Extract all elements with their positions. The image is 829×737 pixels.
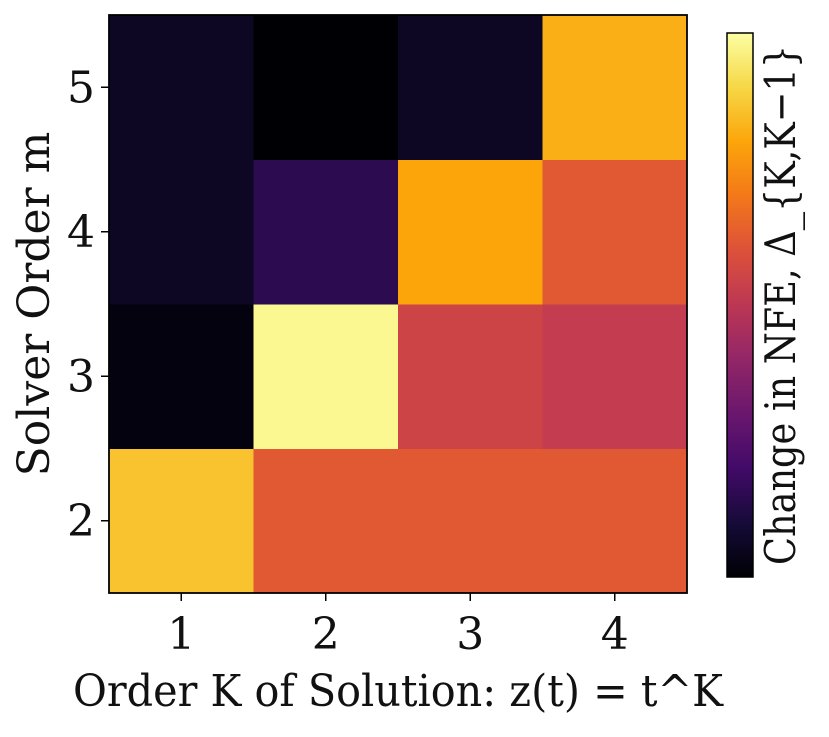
heatmap-cell-m3-k3 — [398, 304, 543, 449]
heatmap-cell-m2-k2 — [253, 448, 399, 594]
x-axis-ticks: 1 2 3 4 — [167, 593, 629, 660]
heatmap-cell-m5-k2 — [253, 15, 399, 160]
x-tick-label: 4 — [601, 609, 629, 660]
heatmap-cells — [109, 15, 688, 594]
heatmap-cell-m4-k2 — [253, 159, 399, 305]
y-tick-label: 5 — [67, 62, 95, 113]
y-tick-label: 3 — [67, 351, 95, 402]
x-tick-label: 2 — [312, 609, 340, 660]
heatmap-cell-m5-k4 — [542, 15, 688, 160]
plot-frame — [108, 14, 688, 594]
heatmap-cell-m5-k1 — [109, 15, 254, 160]
heatmap-cell-m5-k3 — [398, 15, 543, 160]
heatmap-cell-m3-k1 — [109, 304, 254, 449]
heatmap-cell-m3-k2 — [253, 304, 399, 449]
heatmap-cell-m2-k3 — [398, 448, 543, 594]
heatmap-cell-m3-k4 — [542, 304, 688, 449]
colorbar — [726, 32, 754, 578]
x-tick-label: 1 — [167, 609, 195, 660]
x-axis-label: Order K of Solution: z(t) = t^K — [73, 666, 724, 717]
heatmap-cell-m4-k1 — [109, 159, 254, 305]
heatmap-cell-m2-k1 — [109, 448, 254, 594]
colorbar-label: Change in NFE, Δ_{K,K−1} — [756, 45, 805, 565]
y-tick-label: 4 — [67, 207, 95, 258]
heatmap-cell-m2-k4 — [542, 448, 688, 594]
y-tick-label: 2 — [67, 496, 95, 547]
x-tick-label: 3 — [456, 609, 484, 660]
y-axis-ticks: 2 3 4 5 — [67, 62, 109, 547]
heatmap-cell-m4-k3 — [398, 159, 543, 305]
heatmap-cell-m4-k4 — [542, 159, 688, 305]
y-axis-label: Solver Order m — [9, 132, 60, 477]
